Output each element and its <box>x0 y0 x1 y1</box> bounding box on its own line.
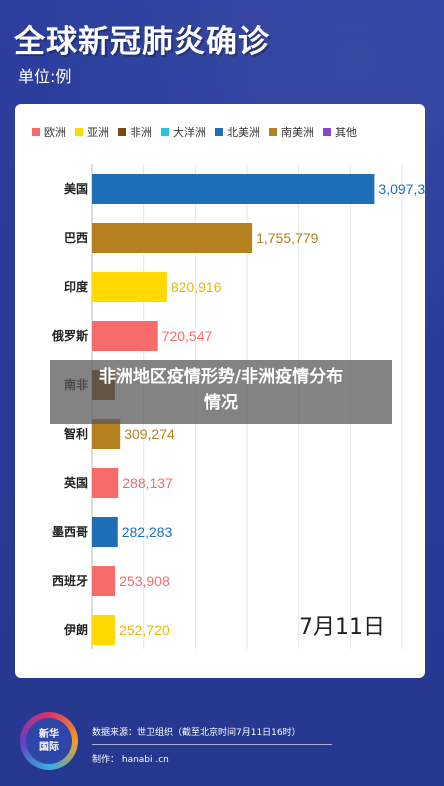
category-label: 美国 <box>64 181 88 196</box>
value-label: 252,720 <box>119 622 170 638</box>
value-label: 288,137 <box>122 475 173 491</box>
bar <box>92 272 167 302</box>
bar <box>92 566 116 596</box>
category-label: 墨西哥 <box>52 525 88 539</box>
legend-item: 北美洲 <box>215 124 260 140</box>
legend-swatch <box>75 128 83 136</box>
legend-item: 亚洲 <box>75 124 109 140</box>
category-label: 伊朗 <box>63 622 88 637</box>
legend-item: 南美洲 <box>269 124 314 140</box>
bar-chart: 美国 3,097,300 巴西 1,755,779 印度 820,916 俄罗斯 720,54… <box>51 164 425 649</box>
category-label: 俄罗斯 <box>51 328 88 343</box>
data-source: 数据来源：世卫组织（截至北京时间7月11日16时） <box>92 728 301 738</box>
value-label: 1,755,779 <box>256 230 318 246</box>
category-label: 智利 <box>63 426 88 441</box>
legend-swatch <box>161 128 169 136</box>
page-title: 全球新冠肺炎确诊 <box>14 24 270 60</box>
bar <box>92 223 253 253</box>
caption-overlay <box>50 360 392 424</box>
legend-swatch <box>269 128 277 136</box>
logo-text-2: 国际 <box>39 742 59 753</box>
legend-item: 欧洲 <box>32 124 66 140</box>
legend-swatch <box>323 128 331 136</box>
bar <box>92 174 375 204</box>
value-label: 720,547 <box>162 328 213 344</box>
chart-legend: 欧洲 亚洲 非洲 大洋洲 北美洲 南美洲 其他 <box>32 124 366 140</box>
xinhua-logo: 新华 国际 <box>20 712 78 770</box>
category-label: 巴西 <box>64 231 88 245</box>
value-label: 3,097,300 <box>378 181 425 197</box>
legend-label: 亚洲 <box>87 126 109 139</box>
maker-credit: 制作： hanabi .cn <box>92 755 169 765</box>
bar <box>92 615 116 645</box>
category-label: 印度 <box>64 279 89 294</box>
legend-label: 其他 <box>335 126 357 139</box>
bar <box>92 517 118 547</box>
legend-swatch <box>32 128 40 136</box>
legend-item: 大洋洲 <box>161 124 206 140</box>
legend-label: 大洋洲 <box>173 126 206 139</box>
value-label: 253,908 <box>119 573 170 589</box>
legend-item: 非洲 <box>118 124 152 140</box>
legend-label: 北美洲 <box>227 126 260 139</box>
caption-line-2: 情况 <box>204 393 238 413</box>
legend-label: 欧洲 <box>44 126 66 139</box>
legend-label: 南美洲 <box>281 126 314 139</box>
unit-label: 单位:例 <box>18 67 72 86</box>
bar <box>92 468 119 498</box>
category-label: 西班牙 <box>52 573 88 588</box>
date-label: 7月11日 <box>299 615 385 640</box>
caption-line-1: 非洲地区疫情形势/非洲疫情分布 <box>98 367 344 387</box>
caption-text: 非洲地区疫情形势/非洲疫情分布 情况 <box>50 364 392 416</box>
legend-item: 其他 <box>323 124 357 140</box>
bar <box>92 419 121 449</box>
legend-label: 非洲 <box>130 126 152 139</box>
footer-divider <box>92 744 332 745</box>
legend-swatch <box>215 128 223 136</box>
logo-text-1: 新华 <box>39 729 59 740</box>
value-label: 282,283 <box>122 524 173 540</box>
value-label: 820,916 <box>171 279 222 295</box>
value-label: 309,274 <box>124 426 175 442</box>
bar <box>92 321 158 351</box>
legend-swatch <box>118 128 126 136</box>
category-label: 英国 <box>64 475 88 490</box>
